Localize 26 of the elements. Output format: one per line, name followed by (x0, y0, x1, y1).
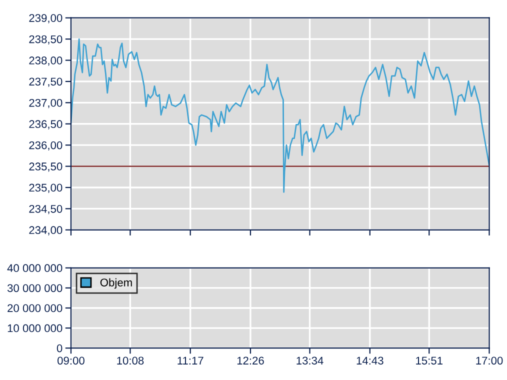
x-tick-label: 12:26 (237, 356, 264, 365)
x-tick-label: 14:43 (356, 356, 384, 365)
y-tick-label: 235,50 (29, 162, 62, 172)
y-tick-label: 234,50 (29, 204, 62, 214)
y-tick-label: 238,50 (29, 35, 62, 45)
line-series (70, 38, 490, 193)
y-tick-label: 0 (56, 344, 62, 352)
x-tick-label: 11:17 (178, 356, 204, 364)
legend-label: Objem (100, 278, 132, 289)
y-tick-label: 237,50 (29, 78, 62, 87)
x-tick-label: 17:00 (476, 356, 503, 365)
y-tick-label: 10 000 000 (8, 324, 62, 332)
y-tick-label: 236,00 (29, 141, 62, 151)
y-tick-label: 236,50 (29, 120, 62, 130)
y-tick-label: 234,00 (29, 226, 62, 236)
x-tick-label: 10:08 (117, 356, 144, 365)
y-tick-label: 239,00 (29, 14, 62, 24)
y-tick-label: 235,00 (29, 184, 62, 193)
y-tick-label: 20 000 000 (8, 304, 62, 312)
x-tick-label: 13:34 (296, 356, 324, 365)
y-tick-label: 30 000 000 (7, 284, 62, 292)
y-tick-label: 238,00 (29, 56, 62, 66)
y-tick-label: 237,00 (29, 98, 62, 108)
x-tick-label: 09:00 (58, 356, 84, 365)
x-tick-label: 15:51 (416, 356, 442, 365)
y-tick-label: 40 000 000 (7, 264, 62, 272)
